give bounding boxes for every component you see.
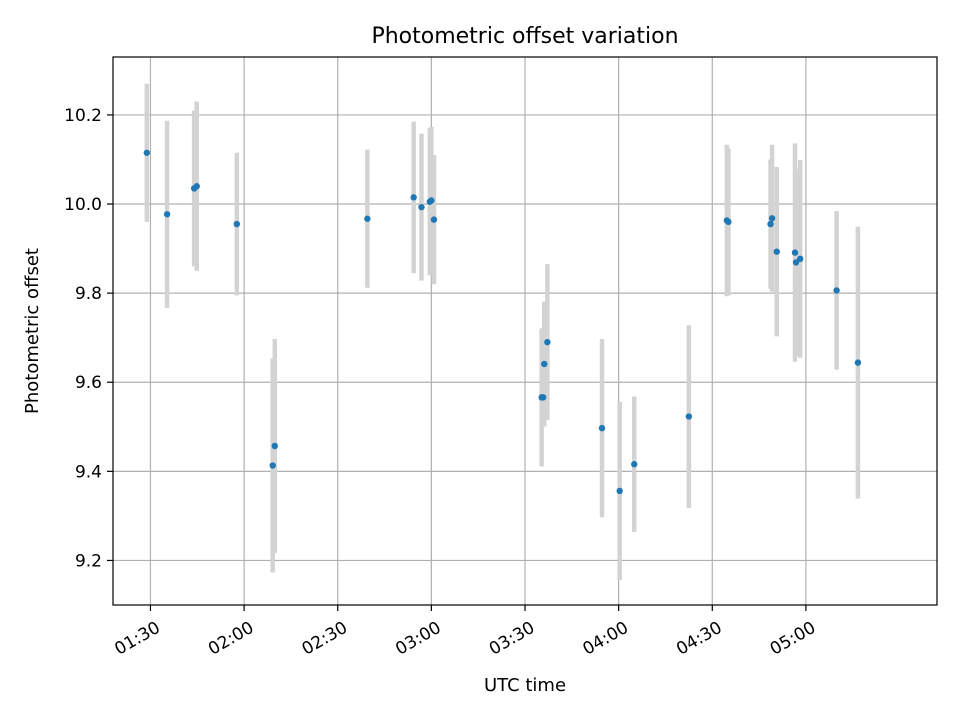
data-point xyxy=(773,248,780,255)
data-point xyxy=(767,220,774,228)
data-point xyxy=(364,215,371,222)
data-point xyxy=(269,462,276,469)
x-tick-label: 02:00 xyxy=(205,618,257,660)
x-axis-label: UTC time xyxy=(484,675,566,696)
data-point xyxy=(725,218,732,226)
grid-layer xyxy=(113,57,937,605)
data-point xyxy=(854,359,862,366)
x-tick-label: 03:30 xyxy=(486,618,538,660)
data-point xyxy=(544,338,551,346)
y-tick-label: 9.2 xyxy=(75,551,102,571)
point-layer xyxy=(143,149,862,495)
x-tick-label: 04:30 xyxy=(673,618,725,660)
x-tick-label: 02:30 xyxy=(299,618,351,660)
data-point xyxy=(833,287,840,294)
data-point xyxy=(271,442,278,450)
data-point xyxy=(631,461,638,468)
data-point xyxy=(540,394,547,401)
y-tick-label: 10.0 xyxy=(64,195,102,215)
data-point xyxy=(791,249,799,256)
data-point xyxy=(430,216,438,223)
data-point xyxy=(418,203,425,211)
data-point xyxy=(163,211,171,218)
data-point xyxy=(410,194,417,201)
y-tick-label: 9.8 xyxy=(75,284,102,304)
x-tick-label: 01:30 xyxy=(111,618,163,660)
data-point xyxy=(616,487,623,495)
data-point xyxy=(768,215,776,222)
data-point xyxy=(233,220,241,228)
y-tick-label: 9.4 xyxy=(75,462,102,482)
data-point xyxy=(193,183,200,190)
x-tick-label: 04:00 xyxy=(580,618,632,660)
errorbar-layer xyxy=(144,83,861,581)
y-tick-label: 9.6 xyxy=(75,373,102,393)
data-point xyxy=(796,255,804,263)
data-point xyxy=(792,259,800,266)
data-point xyxy=(598,424,606,432)
data-point xyxy=(143,149,151,156)
chart-title: Photometric offset variation xyxy=(371,24,678,49)
data-point xyxy=(428,197,435,204)
x-tick-label: 05:00 xyxy=(767,618,819,660)
data-point xyxy=(685,413,693,420)
y-tick-label: 10.2 xyxy=(64,106,102,126)
x-tick-label: 03:00 xyxy=(392,618,444,660)
data-point xyxy=(541,360,548,368)
y-axis-label: Photometric offset xyxy=(22,248,43,414)
